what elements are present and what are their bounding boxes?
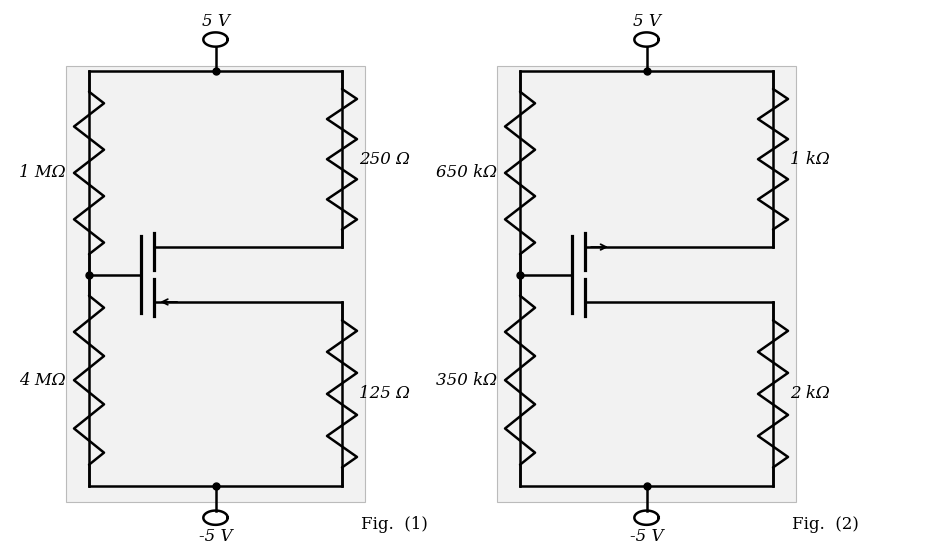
Text: 1 MΩ: 1 MΩ [19, 165, 66, 181]
Text: 650 kΩ: 650 kΩ [435, 165, 496, 181]
Polygon shape [634, 32, 658, 47]
Text: -5 V: -5 V [198, 528, 232, 545]
Text: 250 Ω: 250 Ω [358, 151, 409, 167]
Bar [66, 66, 365, 502]
Text: 2 kΩ: 2 kΩ [789, 385, 828, 402]
Text: Fig.  (1): Fig. (1) [360, 516, 427, 533]
Text: 5 V: 5 V [632, 13, 660, 30]
Text: 350 kΩ: 350 kΩ [435, 372, 496, 389]
Text: 125 Ω: 125 Ω [358, 385, 409, 402]
Polygon shape [203, 511, 227, 525]
Text: 5 V: 5 V [201, 13, 229, 30]
Text: 4 MΩ: 4 MΩ [19, 372, 66, 389]
Text: 1 kΩ: 1 kΩ [789, 151, 828, 167]
Text: -5 V: -5 V [629, 528, 663, 545]
Text: Fig.  (2): Fig. (2) [791, 516, 857, 533]
Polygon shape [634, 511, 658, 525]
Bar [496, 66, 796, 502]
Polygon shape [203, 32, 227, 47]
